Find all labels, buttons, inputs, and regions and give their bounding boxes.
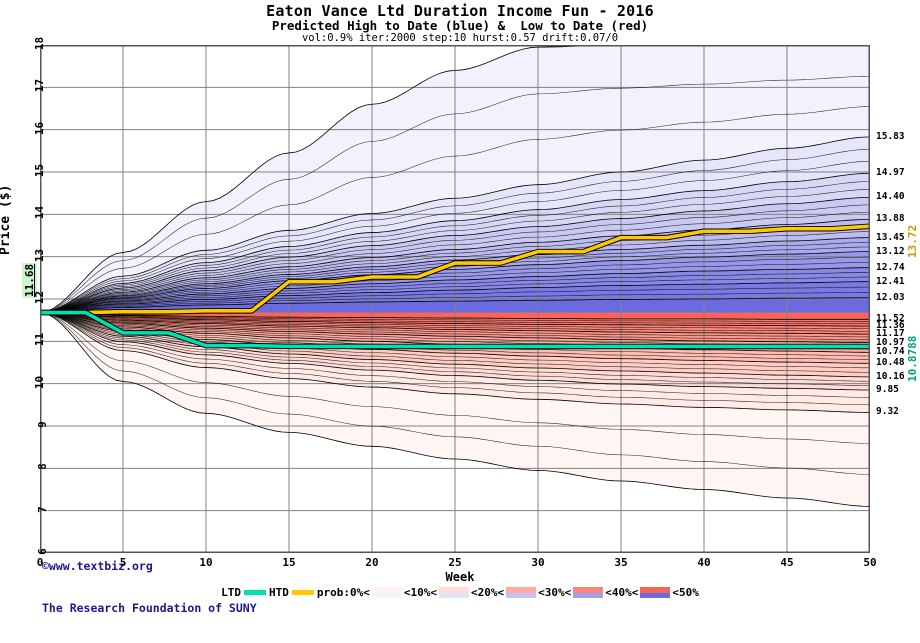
legend-band-swatch xyxy=(506,587,537,598)
htd-end-value-label: 13.72 xyxy=(906,224,919,258)
legend-htd-swatch xyxy=(291,590,314,595)
chart-subtitle: Predicted High to Date (blue) & Low to D… xyxy=(271,18,649,33)
legend-band-swatch xyxy=(573,587,604,598)
y-axis-tick: 14 xyxy=(32,206,46,220)
right-value-label: 12.74 xyxy=(876,261,905,273)
x-axis-tick: 35 xyxy=(614,556,628,569)
legend-ltd-label: LTD xyxy=(221,586,241,599)
x-axis-tick: 30 xyxy=(531,556,545,569)
x-axis-tick: 15 xyxy=(282,556,296,569)
right-value-label: 15.83 xyxy=(876,130,905,142)
right-value-label: 10.48 xyxy=(876,357,905,369)
x-axis-label: Week xyxy=(445,570,475,584)
right-value-label: 10.97 xyxy=(876,336,905,348)
right-value-label: 14.40 xyxy=(876,191,905,203)
legend-ltd: LTD xyxy=(220,586,268,599)
right-value-label: 10.16 xyxy=(876,370,905,382)
right-value-label: 13.88 xyxy=(876,213,905,225)
credit-line-2: The Research Foundation of SUNY xyxy=(42,601,257,615)
y-axis-label: Price ($) xyxy=(0,184,13,255)
y-axis-tick: 11 xyxy=(32,333,46,347)
y-axis-tick: 10 xyxy=(32,375,46,389)
y-axis-tick: 16 xyxy=(32,121,46,135)
legend-band-label: <50% xyxy=(672,586,699,599)
legend-band-swatch xyxy=(640,587,671,598)
chart-root: Eaton Vance Ltd Duration Income Fun - 20… xyxy=(0,2,920,615)
y-axis-tick: 9 xyxy=(36,421,50,428)
x-axis-tick: 45 xyxy=(780,556,794,569)
legend-htd-label: HTD xyxy=(269,586,289,599)
y-axis-tick: 12 xyxy=(32,290,46,305)
x-axis-tick: 25 xyxy=(448,556,462,569)
legend-band-group: <10%< <20%< <30%< <40%< <50% xyxy=(371,586,700,599)
legend-ltd-swatch xyxy=(244,590,266,595)
right-value-label: 13.45 xyxy=(876,231,905,243)
x-axis-tick: 10 xyxy=(199,556,213,569)
y-axis-tick: 13 xyxy=(32,248,46,262)
legend-band-label: <10%< xyxy=(403,586,437,599)
chart-legend: LTD HTD prob:0%< <10%< <20%< <30%< <40%< <50… xyxy=(0,586,920,599)
legend-prob-label: prob:0%< xyxy=(316,586,370,599)
right-value-label: 14.97 xyxy=(876,167,905,179)
y-axis-tick: 17 xyxy=(32,79,46,93)
right-value-label: 12.03 xyxy=(876,291,905,303)
right-value-label: 12.41 xyxy=(876,275,905,287)
right-value-label: 11.17 xyxy=(876,328,905,340)
chart-title: Eaton Vance Ltd Duration Income Fun - 20… xyxy=(266,2,654,20)
y-axis-tick: 18 xyxy=(32,36,46,51)
x-axis-tick: 20 xyxy=(365,556,379,569)
y-axis-tick: 8 xyxy=(36,463,50,471)
right-value-label: 11.52 xyxy=(876,313,905,325)
x-axis-tick: 5 xyxy=(119,556,127,569)
x-axis-tick: 50 xyxy=(863,556,877,569)
ltd-end-value-label: 10.8788 xyxy=(906,335,919,382)
legend-htd: HTD xyxy=(268,586,316,599)
credit-line-1: ©www.textbiz.org xyxy=(42,559,153,573)
right-value-label: 13.12 xyxy=(876,245,905,257)
legend-band-label: <30%< xyxy=(538,586,572,599)
y-axis-tick: 15 xyxy=(32,163,46,178)
legend-band-label: <20%< xyxy=(470,586,505,599)
y-axis-tick: 7 xyxy=(36,505,50,513)
right-value-label: 11.36 xyxy=(876,320,905,332)
x-axis-tick: 40 xyxy=(697,556,711,569)
x-axis-tick: 0 xyxy=(36,556,44,569)
legend-band-swatch xyxy=(371,587,402,598)
chart-parameters: vol:0.9% iter:2000 step:10 hurst:0.57 dr… xyxy=(301,32,619,44)
legend-band-label: <40%< xyxy=(605,586,639,599)
legend-band-swatch xyxy=(438,587,469,598)
right-value-label: 9.85 xyxy=(876,384,899,396)
right-value-label: 10.74 xyxy=(876,346,905,358)
right-value-label: 9.32 xyxy=(876,406,899,418)
chart-canvas xyxy=(40,45,870,553)
plot-area xyxy=(40,45,870,553)
